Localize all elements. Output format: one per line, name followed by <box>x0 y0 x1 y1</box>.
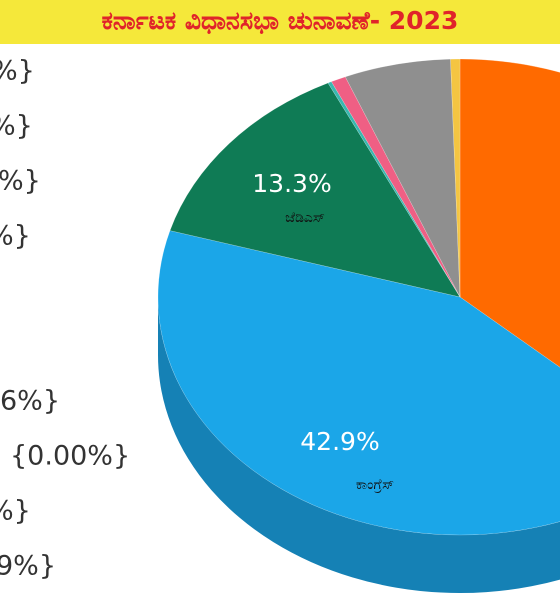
title-bar <box>0 0 560 44</box>
slice-label: ಕಾಂಗ್ರೆಸ್ <box>356 477 394 493</box>
slice <box>459 58 560 368</box>
legend-fragment: 6%} <box>0 386 60 417</box>
legend-fragment: %} <box>0 111 33 142</box>
slice <box>169 82 461 298</box>
slice <box>327 81 461 298</box>
value-label: 13.3% <box>252 169 331 198</box>
slice-side <box>158 297 560 593</box>
slice <box>331 76 461 298</box>
value-label: 42.9% <box>300 427 379 456</box>
legend-fragment: {0.00%} <box>10 441 130 472</box>
legend-fragment: %} <box>0 496 31 527</box>
legend-fragment: %} <box>0 221 31 252</box>
legend-fragment: %} <box>0 56 35 87</box>
legend-fragment: } <box>0 276 3 307</box>
slice <box>157 230 560 536</box>
legend-fragment: %} <box>0 166 41 197</box>
slice <box>450 58 461 298</box>
legend-fragment: 9%} <box>0 551 56 582</box>
slice-label: ಜೆಡಿಎಸ್ <box>285 210 325 226</box>
slice <box>344 58 461 298</box>
chart-title: ಕರ್ನಾಟಕ ವಿಧಾನಸಭಾ ಚುನಾವಣೆ- 2023 <box>102 6 459 35</box>
